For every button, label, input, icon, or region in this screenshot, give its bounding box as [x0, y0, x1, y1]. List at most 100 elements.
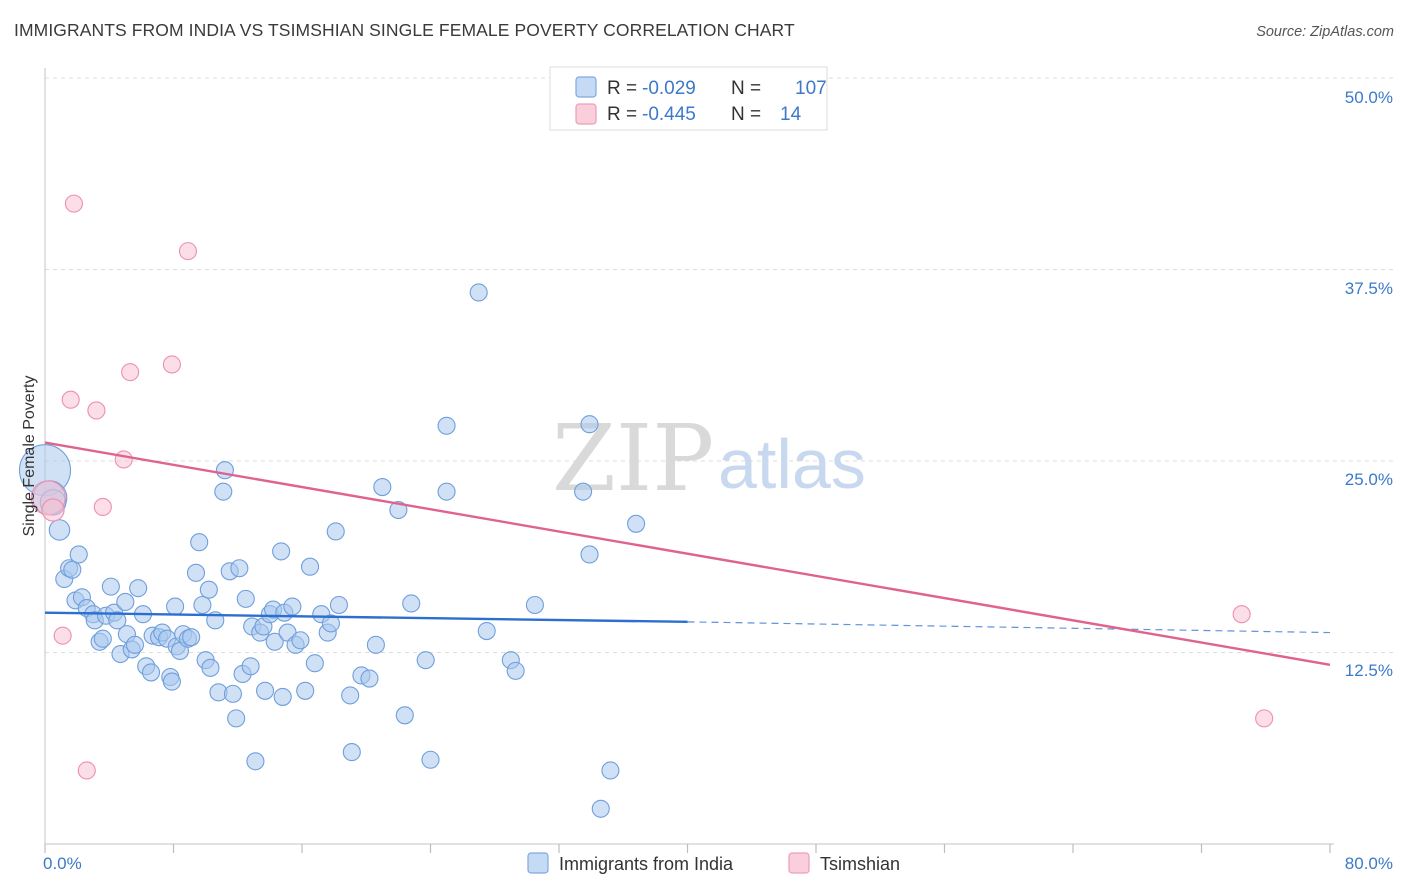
point-india-103 [591, 799, 610, 818]
point-india-83 [360, 669, 379, 688]
point-india-97 [525, 595, 544, 615]
point-india-58 [246, 752, 265, 771]
point-india-23 [125, 635, 144, 654]
point-india-34 [166, 597, 185, 616]
bottom-legend: Immigrants from India Tsimshian [527, 852, 900, 874]
point-india-73 [300, 557, 320, 576]
watermark-atlas: atlas [718, 425, 866, 503]
point-india-20 [116, 592, 135, 611]
point-india-42 [193, 595, 212, 615]
y-tick-label-12-5: 12.5% [1345, 661, 1393, 680]
point-india-74 [305, 654, 324, 673]
point-tsimshian-2 [53, 626, 72, 645]
point-india-65 [272, 542, 291, 561]
legend: R = -0.029 N = 107 R = -0.445 N = 14 [549, 66, 828, 131]
legend-swatch-tsimshian [575, 103, 597, 125]
point-tsimshian-9 [121, 363, 140, 382]
point-india-94 [477, 622, 496, 641]
gridlines [45, 77, 1393, 653]
point-india-93 [469, 283, 488, 302]
legend-box [549, 66, 828, 131]
point-india-77 [321, 614, 340, 633]
point-india-69 [283, 597, 302, 616]
point-india-3 [48, 519, 71, 541]
point-india-101 [601, 761, 620, 780]
point-india-90 [421, 750, 440, 769]
point-india-24 [129, 579, 148, 598]
source-label: Source: ZipAtlas.com [1256, 24, 1394, 40]
point-india-27 [141, 663, 161, 682]
point-tsimshian-5 [77, 761, 96, 780]
point-india-86 [389, 500, 408, 520]
trend-line-india [44, 611, 688, 624]
x-axis-ticks [44, 844, 1331, 853]
point-india-78 [326, 522, 345, 541]
point-india-40 [186, 563, 206, 582]
point-india-79 [329, 595, 348, 615]
point-india-45 [201, 658, 220, 677]
bottom-legend-swatch-india [527, 852, 549, 874]
point-tsimshian-8 [114, 450, 133, 469]
point-india-56 [241, 657, 260, 676]
point-tsimshian-10 [162, 355, 181, 374]
bottom-legend-label-tsimshian: Tsimshian [820, 854, 900, 874]
point-india-99 [580, 415, 599, 434]
point-india-88 [402, 594, 421, 613]
point-india-66 [273, 687, 292, 706]
point-tsimshian-12 [1232, 605, 1251, 624]
point-india-81 [342, 743, 361, 762]
x-tick-label-min: 0.0% [43, 854, 82, 873]
point-india-16 [101, 577, 120, 596]
legend-r-value-india: -0.029 [642, 78, 696, 99]
point-india-53 [230, 559, 249, 578]
legend-n-label-india: N = [731, 78, 761, 99]
point-india-89 [416, 651, 435, 670]
legend-r-label-tsimshian: R = [607, 104, 637, 125]
point-india-52 [227, 709, 246, 728]
point-india-14 [93, 629, 112, 648]
legend-r-label-india: R = [607, 78, 637, 99]
point-india-85 [373, 477, 392, 497]
point-india-80 [341, 686, 360, 705]
point-india-92 [437, 482, 456, 501]
series-layer [18, 194, 1331, 818]
y-tick-label-25: 25.0% [1345, 470, 1393, 489]
point-tsimshian-4 [64, 194, 83, 213]
point-india-100 [580, 545, 599, 564]
legend-n-label-tsimshian: N = [731, 104, 761, 125]
legend-n-value-india: 107 [795, 78, 827, 99]
point-india-71 [291, 631, 310, 650]
bottom-legend-label-india: Immigrants from India [559, 854, 734, 874]
point-india-102 [627, 514, 646, 533]
legend-swatch-india [575, 76, 597, 98]
watermark: ZIP atlas [552, 405, 866, 512]
y-tick-label-50: 50.0% [1345, 88, 1393, 107]
point-tsimshian-6 [87, 401, 106, 420]
point-tsimshian-13 [1255, 709, 1274, 728]
point-india-61 [256, 681, 275, 700]
point-india-48 [214, 482, 233, 501]
y-axis-label: Single Female Poverty [21, 376, 38, 537]
point-india-6 [63, 560, 82, 579]
point-india-33 [162, 672, 181, 691]
legend-r-value-tsimshian: -0.445 [642, 104, 696, 125]
point-tsimshian-1 [41, 498, 65, 522]
y-tick-label-37-5: 37.5% [1345, 279, 1393, 298]
chart-title: IMMIGRANTS FROM INDIA VS TSIMSHIAN SINGL… [14, 20, 795, 40]
legend-n-value-tsimshian: 14 [780, 104, 802, 125]
trend-line-extension-india [687, 621, 1331, 634]
point-india-87 [395, 706, 414, 725]
point-tsimshian-7 [93, 497, 112, 517]
bottom-legend-swatch-tsimshian [788, 852, 810, 874]
point-india-64 [265, 632, 284, 651]
point-india-98 [574, 482, 593, 501]
point-tsimshian-11 [178, 242, 198, 261]
point-india-55 [236, 589, 255, 608]
point-india-91 [437, 416, 456, 435]
point-india-96 [506, 661, 525, 680]
x-tick-label-max: 80.0% [1345, 854, 1393, 873]
point-india-18 [108, 611, 127, 630]
point-tsimshian-3 [61, 390, 80, 409]
point-india-49 [215, 461, 234, 480]
